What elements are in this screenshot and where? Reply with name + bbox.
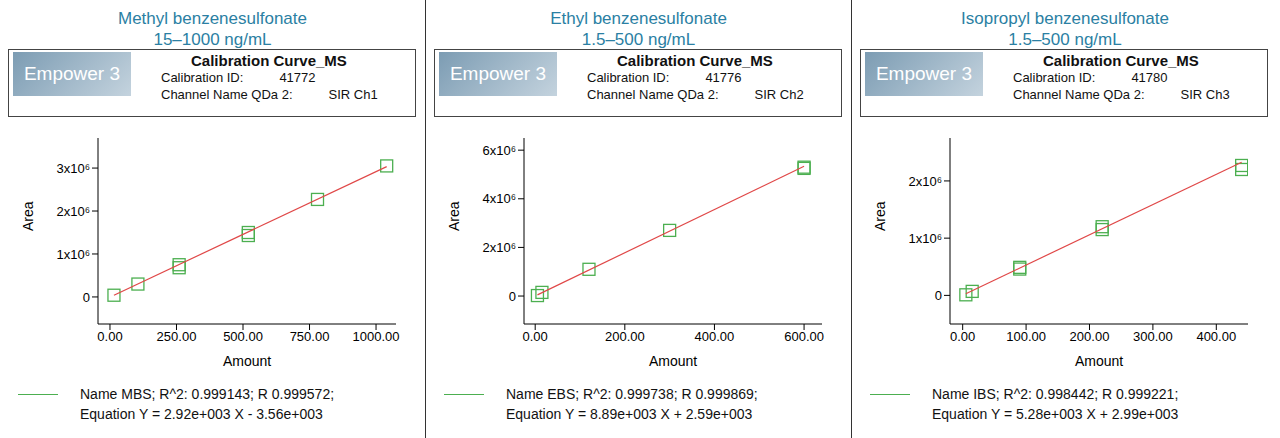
html-text:Calibration Curve_MS: Calibration Curve_MS: [617, 52, 773, 69]
svg-text:0: 0: [83, 290, 90, 305]
html-text:Channel Name QDa 2:: Channel Name QDa 2:: [587, 87, 719, 102]
svg-text:1x10⁶: 1x10⁶: [56, 247, 90, 262]
svg-text:4x10⁶: 4x10⁶: [482, 191, 516, 206]
html-text:Equation Y = 2.92e+003 X - 3.5: Equation Y = 2.92e+003 X - 3.56e+003: [80, 406, 323, 422]
html-text:Empower 3: Empower 3: [23, 63, 120, 84]
html-text:Isopropyl benzenesulfonate: Isopropyl benzenesulfonate: [961, 9, 1169, 28]
svg-text:600.00: 600.00: [784, 329, 824, 344]
html-text:SIR Ch1: SIR Ch1: [328, 87, 378, 102]
svg-text:0: 0: [509, 289, 516, 304]
html-text:SIR Ch3: SIR Ch3: [1180, 87, 1230, 102]
svg-text:750.00: 750.00: [290, 329, 330, 344]
html-text:SIR Ch2: SIR Ch2: [754, 87, 804, 102]
html-text:Name EBS; R^2: 0.999738; R 0.9: Name EBS; R^2: 0.999738; R 0.999869;: [506, 386, 758, 402]
svg-text:500.00: 500.00: [223, 329, 263, 344]
svg-text:100.00: 100.00: [1006, 329, 1046, 344]
html-text:41780: 41780: [1131, 70, 1168, 85]
html-text:41776: 41776: [705, 70, 742, 85]
html-text:15–1000 ng/mL: 15–1000 ng/mL: [153, 30, 272, 49]
html-text:Channel Name QDa 2:: Channel Name QDa 2:: [1013, 87, 1145, 102]
html-text:Calibration Curve_MS: Calibration Curve_MS: [191, 52, 347, 69]
html-text:Empower 3: Empower 3: [875, 63, 972, 84]
svg-text:200.00: 200.00: [605, 329, 645, 344]
html-text:Calibration ID:: Calibration ID:: [1013, 70, 1096, 85]
svg-text:Area: Area: [20, 201, 36, 231]
svg-text:Amount: Amount: [649, 353, 697, 369]
html-text:1.5–500 ng/mL: 1.5–500 ng/mL: [581, 30, 696, 49]
html-text:1.5–500 ng/mL: 1.5–500 ng/mL: [1008, 30, 1122, 49]
html-text:Channel Name QDa 2:: Channel Name QDa 2:: [161, 87, 293, 102]
svg-text:Amount: Amount: [223, 353, 271, 369]
svg-text:250.00: 250.00: [157, 329, 197, 344]
svg-text:6x10⁶: 6x10⁶: [482, 143, 516, 158]
html-text:Name IBS; R^2: 0.998442; R 0.9: Name IBS; R^2: 0.998442; R 0.999221;: [932, 386, 1179, 402]
svg-text:0: 0: [935, 288, 942, 303]
html-text:Empower 3: Empower 3: [449, 63, 546, 84]
svg-text:Amount: Amount: [1075, 353, 1123, 369]
html-text:Calibration ID:: Calibration ID:: [161, 70, 244, 85]
svg-text:0.00: 0.00: [950, 329, 975, 344]
html-text:Name MBS; R^2: 0.999143; R 0.9: Name MBS; R^2: 0.999143; R 0.999572;: [80, 386, 335, 402]
html-text:Calibration Curve_MS: Calibration Curve_MS: [1043, 52, 1199, 69]
svg-text:2x10⁶: 2x10⁶: [908, 174, 942, 189]
svg-text:Area: Area: [872, 201, 888, 231]
svg-text:200.00: 200.00: [1070, 329, 1110, 344]
svg-text:1000.00: 1000.00: [353, 329, 400, 344]
svg-text:0.00: 0.00: [523, 329, 548, 344]
html-text:Equation Y = 5.28e+003 X + 2.9: Equation Y = 5.28e+003 X + 2.99e+003: [932, 406, 1179, 422]
html-text:Ethyl benzenesulfonate: Ethyl benzenesulfonate: [550, 9, 727, 28]
svg-text:2x10⁶: 2x10⁶: [482, 240, 516, 255]
svg-text:Area: Area: [446, 201, 462, 231]
svg-text:300.00: 300.00: [1133, 329, 1173, 344]
svg-text:400.00: 400.00: [1196, 329, 1236, 344]
svg-text:0.00: 0.00: [97, 329, 122, 344]
html-text:Methyl benzenesulfonate: Methyl benzenesulfonate: [118, 9, 307, 28]
svg-text:1x10⁶: 1x10⁶: [908, 231, 942, 246]
html-text:41772: 41772: [279, 70, 316, 85]
svg-text:3x10⁶: 3x10⁶: [56, 161, 90, 176]
svg-text:2x10⁶: 2x10⁶: [56, 204, 90, 219]
html-text:Equation Y = 8.89e+003 X + 2.5: Equation Y = 8.89e+003 X + 2.59e+003: [506, 406, 753, 422]
svg-text:400.00: 400.00: [695, 329, 735, 344]
html-text:Calibration ID:: Calibration ID:: [587, 70, 670, 85]
